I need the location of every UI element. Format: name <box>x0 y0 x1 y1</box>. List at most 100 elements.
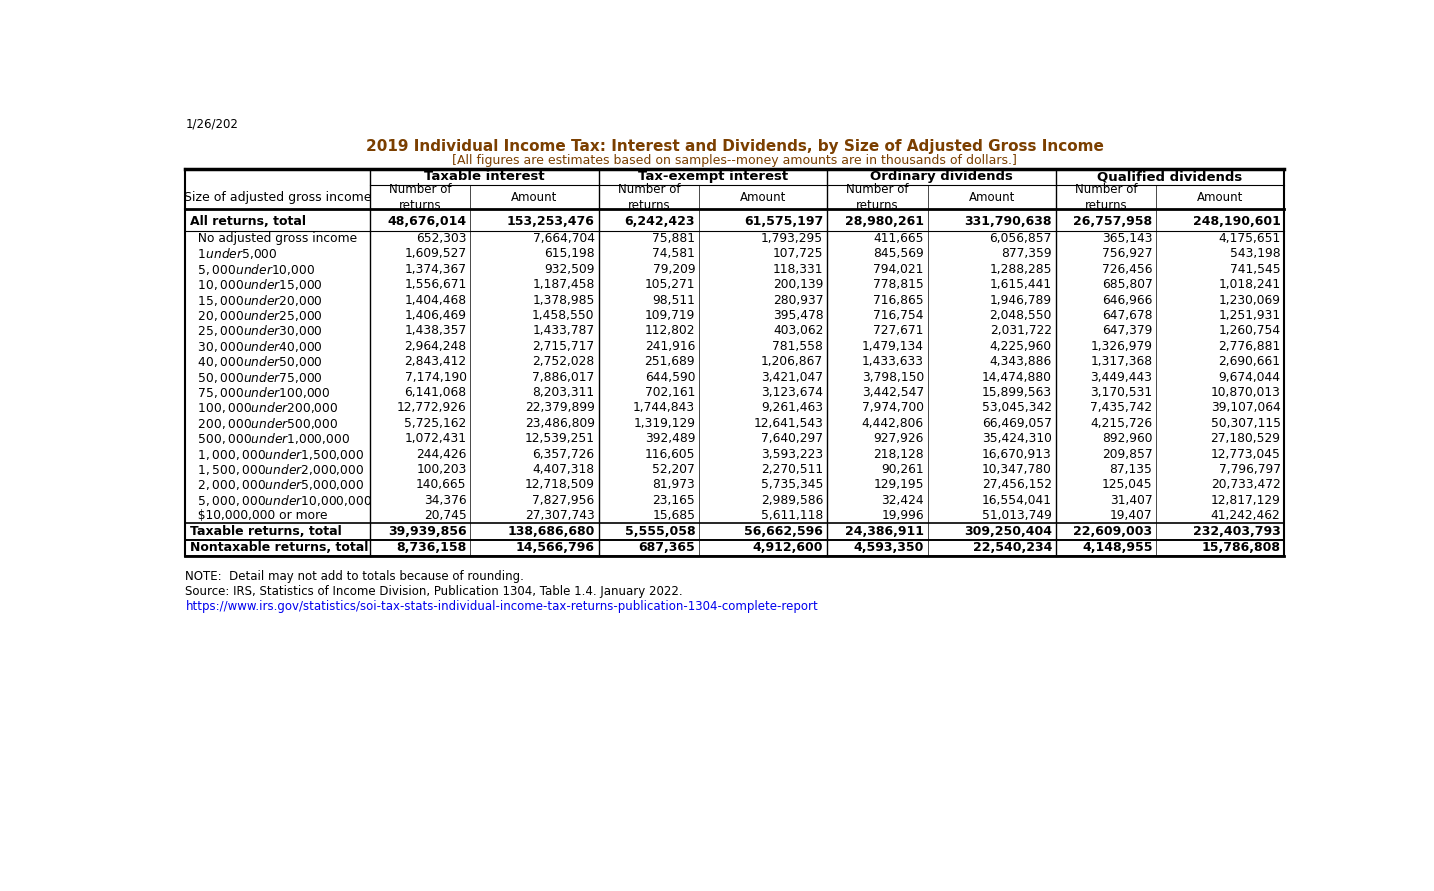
Text: 1,374,367: 1,374,367 <box>404 263 466 276</box>
Text: 218,128: 218,128 <box>873 447 923 461</box>
Text: 2,752,028: 2,752,028 <box>532 356 595 368</box>
Text: 10,870,013: 10,870,013 <box>1210 386 1281 399</box>
Text: 20,745: 20,745 <box>424 510 466 522</box>
Text: 644,590: 644,590 <box>645 371 695 384</box>
Text: 74,581: 74,581 <box>652 248 695 260</box>
Text: 52,207: 52,207 <box>652 463 695 476</box>
Text: Nontaxable returns, total: Nontaxable returns, total <box>191 541 369 554</box>
Text: 845,569: 845,569 <box>873 248 923 260</box>
Text: 4,148,955: 4,148,955 <box>1083 541 1153 554</box>
Text: 7,174,190: 7,174,190 <box>404 371 466 384</box>
Text: $1 under $5,000: $1 under $5,000 <box>191 247 278 261</box>
Text: 1,438,357: 1,438,357 <box>404 324 466 338</box>
Text: 153,253,476: 153,253,476 <box>506 215 595 228</box>
Text: 2,270,511: 2,270,511 <box>761 463 823 476</box>
Text: 4,593,350: 4,593,350 <box>853 541 923 554</box>
Text: Tax-exempt interest: Tax-exempt interest <box>638 170 787 184</box>
Text: 129,195: 129,195 <box>873 478 923 492</box>
Text: 1,187,458: 1,187,458 <box>532 278 595 291</box>
Text: 81,973: 81,973 <box>652 478 695 492</box>
Text: 90,261: 90,261 <box>882 463 923 476</box>
Text: 41,242,462: 41,242,462 <box>1210 510 1281 522</box>
Text: 15,786,808: 15,786,808 <box>1202 541 1281 554</box>
Text: 16,670,913: 16,670,913 <box>982 447 1053 461</box>
Text: Number of
returns: Number of returns <box>618 183 680 211</box>
Text: 3,798,150: 3,798,150 <box>862 371 923 384</box>
Text: 23,486,809: 23,486,809 <box>525 417 595 429</box>
Text: 365,143: 365,143 <box>1101 232 1153 245</box>
Text: 118,331: 118,331 <box>773 263 823 276</box>
Text: 12,718,509: 12,718,509 <box>525 478 595 492</box>
Text: 27,456,152: 27,456,152 <box>982 478 1053 492</box>
Text: 3,593,223: 3,593,223 <box>761 447 823 461</box>
Text: 8,736,158: 8,736,158 <box>396 541 466 554</box>
Text: 1,260,754: 1,260,754 <box>1219 324 1281 338</box>
Text: 1,793,295: 1,793,295 <box>761 232 823 245</box>
Text: 309,250,404: 309,250,404 <box>964 525 1053 538</box>
Text: Ordinary dividends: Ordinary dividends <box>870 170 1012 184</box>
Text: 5,735,345: 5,735,345 <box>761 478 823 492</box>
Text: NOTE:  Detail may not add to totals because of rounding.: NOTE: Detail may not add to totals becau… <box>185 569 525 583</box>
Text: 39,107,064: 39,107,064 <box>1210 402 1281 414</box>
Text: 28,980,261: 28,980,261 <box>845 215 923 228</box>
Text: 1,406,469: 1,406,469 <box>404 309 466 322</box>
Text: 1,288,285: 1,288,285 <box>989 263 1053 276</box>
Text: 395,478: 395,478 <box>773 309 823 322</box>
Text: 1,556,671: 1,556,671 <box>404 278 466 291</box>
Text: 27,307,743: 27,307,743 <box>525 510 595 522</box>
Text: 61,575,197: 61,575,197 <box>744 215 823 228</box>
Text: 1,479,134: 1,479,134 <box>862 339 923 353</box>
Text: 1,326,979: 1,326,979 <box>1090 339 1153 353</box>
Text: 66,469,057: 66,469,057 <box>982 417 1053 429</box>
Text: 1,433,787: 1,433,787 <box>532 324 595 338</box>
Text: 6,141,068: 6,141,068 <box>404 386 466 399</box>
Text: 392,489: 392,489 <box>645 432 695 446</box>
Text: 1,317,368: 1,317,368 <box>1090 356 1153 368</box>
Text: 22,609,003: 22,609,003 <box>1074 525 1153 538</box>
Text: 1,018,241: 1,018,241 <box>1219 278 1281 291</box>
Text: 3,123,674: 3,123,674 <box>761 386 823 399</box>
Text: Amount: Amount <box>968 191 1015 203</box>
Text: 5,725,162: 5,725,162 <box>404 417 466 429</box>
Text: 4,343,886: 4,343,886 <box>989 356 1053 368</box>
Text: 125,045: 125,045 <box>1101 478 1153 492</box>
Text: 209,857: 209,857 <box>1101 447 1153 461</box>
Text: 79,209: 79,209 <box>652 263 695 276</box>
Text: 652,303: 652,303 <box>416 232 466 245</box>
Text: 877,359: 877,359 <box>1001 248 1053 260</box>
Text: 615,198: 615,198 <box>543 248 595 260</box>
Text: 9,674,044: 9,674,044 <box>1219 371 1281 384</box>
Text: 403,062: 403,062 <box>773 324 823 338</box>
Text: Number of
returns: Number of returns <box>1076 183 1137 211</box>
Text: 4,215,726: 4,215,726 <box>1090 417 1153 429</box>
Text: 7,974,700: 7,974,700 <box>862 402 923 414</box>
Text: 98,511: 98,511 <box>652 294 695 307</box>
Text: All returns, total: All returns, total <box>191 215 305 228</box>
Text: 116,605: 116,605 <box>645 447 695 461</box>
Text: 75,881: 75,881 <box>652 232 695 245</box>
Text: Qualified dividends: Qualified dividends <box>1097 170 1243 184</box>
Text: 7,435,742: 7,435,742 <box>1090 402 1153 414</box>
Text: 31,407: 31,407 <box>1110 494 1153 507</box>
Text: 12,539,251: 12,539,251 <box>525 432 595 446</box>
Text: 1,378,985: 1,378,985 <box>532 294 595 307</box>
Text: 741,545: 741,545 <box>1230 263 1281 276</box>
Text: 241,916: 241,916 <box>645 339 695 353</box>
Text: Number of
returns: Number of returns <box>389 183 452 211</box>
Text: 26,757,958: 26,757,958 <box>1074 215 1153 228</box>
Text: 2,048,550: 2,048,550 <box>989 309 1053 322</box>
Text: 280,937: 280,937 <box>773 294 823 307</box>
Text: 51,013,749: 51,013,749 <box>982 510 1053 522</box>
Text: 1,404,468: 1,404,468 <box>404 294 466 307</box>
Text: 53,045,342: 53,045,342 <box>982 402 1053 414</box>
Text: $25,000 under $30,000: $25,000 under $30,000 <box>191 323 323 339</box>
Text: 200,139: 200,139 <box>773 278 823 291</box>
Text: $20,000 under $25,000: $20,000 under $25,000 <box>191 308 323 323</box>
Text: 7,664,704: 7,664,704 <box>532 232 595 245</box>
Text: 1,744,843: 1,744,843 <box>634 402 695 414</box>
Text: 6,357,726: 6,357,726 <box>532 447 595 461</box>
Text: 2,776,881: 2,776,881 <box>1219 339 1281 353</box>
Text: $10,000,000 or more: $10,000,000 or more <box>191 510 327 522</box>
Text: 232,403,793: 232,403,793 <box>1193 525 1281 538</box>
Text: Taxable returns, total: Taxable returns, total <box>191 525 341 538</box>
